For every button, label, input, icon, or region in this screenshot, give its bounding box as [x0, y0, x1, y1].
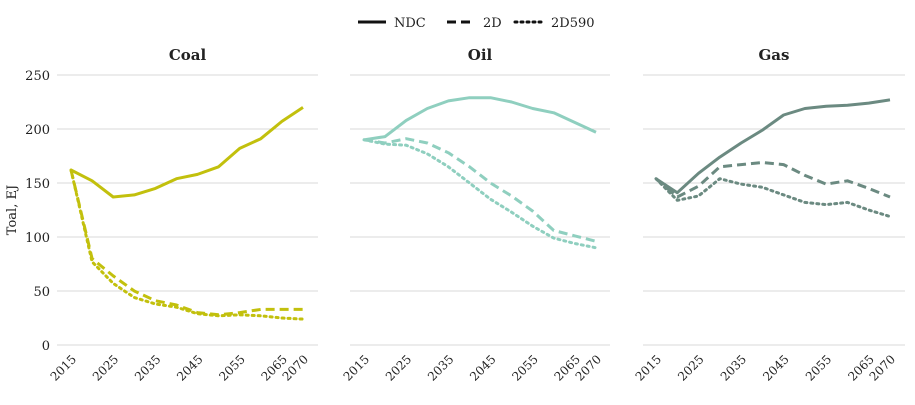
- x-tick-label: 2015: [633, 352, 664, 383]
- y-tick-label: 200: [25, 123, 50, 138]
- legend: NDC 2D 2D590: [358, 16, 595, 31]
- x-tick-label: 2035: [425, 352, 456, 383]
- x-tick-label: 2025: [90, 352, 121, 383]
- x-tick-label: 2025: [675, 352, 706, 383]
- y-tick-label: 50: [33, 285, 50, 300]
- series-line-gas-2d590: [654, 177, 892, 218]
- series-line-gas-2d: [655, 161, 891, 199]
- x-tick-label: 2025: [383, 352, 414, 383]
- x-tick-label: 2045: [760, 352, 791, 383]
- panel-title: Coal: [169, 46, 207, 64]
- x-tick-label: 2015: [341, 352, 372, 383]
- legend-label-2d: 2D: [483, 16, 502, 31]
- series-line-oil-ndc: [363, 96, 597, 142]
- series-line-coal-2d590: [69, 168, 305, 321]
- x-tick-label: 2035: [718, 352, 749, 383]
- series-line-oil-2d590: [362, 138, 598, 250]
- x-tick-label: 2055: [509, 352, 540, 383]
- series-line-oil-2d: [363, 137, 597, 243]
- x-tick-label: 2055: [803, 352, 834, 383]
- legend-label-ndc: NDC: [394, 16, 426, 31]
- x-tick-label: 2055: [216, 352, 247, 383]
- series-line-coal-2d: [69, 169, 303, 317]
- x-tick-label: 2045: [174, 352, 205, 383]
- y-axis-label: Toal, EJ: [5, 185, 20, 235]
- y-tick-label: 250: [25, 69, 50, 84]
- x-tick-label: 2035: [132, 352, 163, 383]
- x-tick-label: 2045: [467, 352, 498, 383]
- panel-title: Gas: [759, 46, 790, 64]
- y-tick-label: 100: [25, 231, 50, 246]
- series-line-coal-ndc: [70, 106, 304, 199]
- x-tick-label: 2015: [48, 352, 79, 383]
- panel-title: Oil: [468, 46, 493, 64]
- legend-label-2d590: 2D590: [551, 16, 595, 31]
- y-tick-label: 0: [42, 339, 50, 354]
- y-axis-ticks: 0 50 100 150 200 250: [25, 69, 50, 354]
- y-tick-label: 150: [25, 177, 50, 192]
- series-line-gas-ndc: [655, 98, 891, 195]
